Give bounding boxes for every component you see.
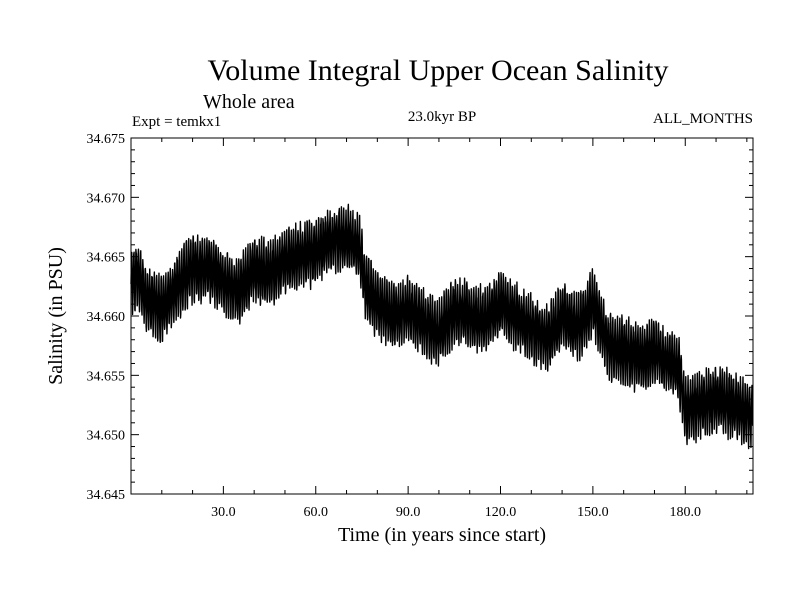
y-tick-label: 34.665	[87, 251, 126, 266]
period-label: 23.0kyr BP	[408, 109, 476, 125]
experiment-label: Expt = temkx1	[132, 114, 221, 130]
x-tick-label: 150.0	[577, 505, 609, 520]
chart-title: Volume Integral Upper Ocean Salinity	[208, 54, 669, 87]
x-tick-label: 30.0	[211, 505, 236, 520]
y-tick-label: 34.655	[87, 369, 126, 384]
x-tick-label: 90.0	[396, 505, 421, 520]
y-axis-label: Salinity (in PSU)	[45, 247, 67, 385]
y-tick-label: 34.670	[87, 191, 126, 206]
months-label: ALL_MONTHS	[653, 111, 753, 127]
plot-area	[130, 203, 754, 450]
x-tick-label: 60.0	[304, 505, 329, 520]
y-tick-label: 34.675	[87, 132, 126, 147]
x-axis-label: Time (in years since start)	[338, 524, 546, 546]
y-axis: 34.645 34.650 34.655 34.660 34.665 34.670 34.6…	[87, 132, 753, 503]
x-tick-label: 120.0	[485, 505, 517, 520]
x-tick-label: 180.0	[670, 505, 702, 520]
salinity-series-line	[130, 203, 754, 450]
y-tick-label: 34.660	[87, 310, 126, 325]
x-axis: 30.0 60.0 90.0 120.0 150.0 180.0	[161, 138, 748, 520]
chart-subtitle: Whole area	[203, 91, 295, 113]
y-tick-label: 34.650	[87, 429, 126, 444]
y-tick-label: 34.645	[87, 488, 126, 503]
